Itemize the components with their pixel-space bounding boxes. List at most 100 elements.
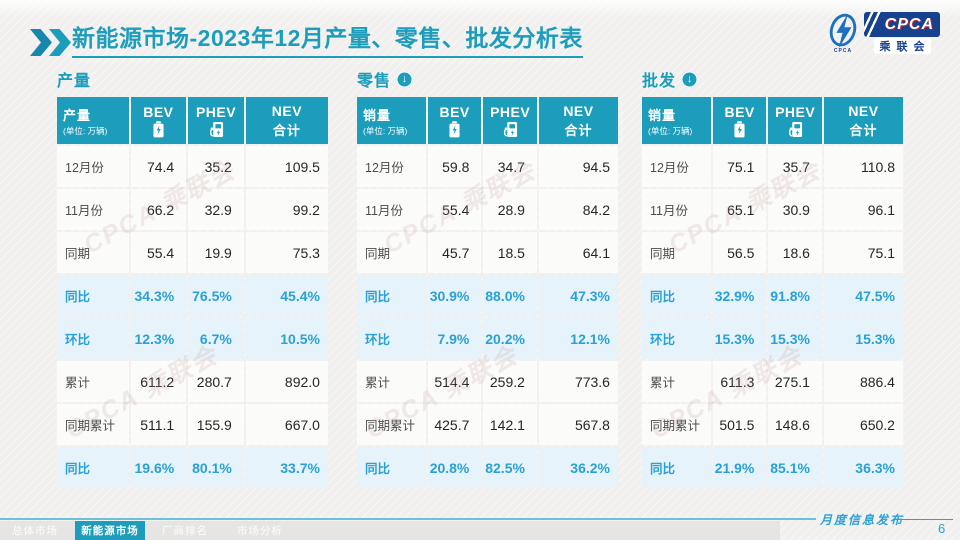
tables-area: 产量 产量 (单位: 万辆) BEV PHEV NEV 合计 12月份 74.4 35.2 109.…: [57, 68, 903, 488]
column-label: NEV: [848, 102, 879, 119]
cell-value: 259.2: [483, 361, 537, 402]
column-label: NEV: [271, 102, 303, 119]
cell-value: 667.0: [245, 404, 328, 445]
down-arrow-circle-icon: ↓: [396, 70, 414, 88]
cell-value: 18.6: [768, 232, 822, 273]
row-label: 同比: [357, 275, 426, 316]
cell-value: 35.7: [768, 146, 822, 187]
cell-value: 75.1: [712, 146, 767, 187]
row-label: 同比: [57, 447, 129, 488]
cell-value: 96.1: [823, 189, 903, 230]
column-label: BEV: [439, 103, 470, 120]
data-table: 销量 (单位: 万辆) BEV PHEV NEV 合计 12月份 75.1 35.7 110.8 1…: [642, 97, 903, 488]
logo-name: CPCA: [884, 15, 934, 33]
cell-value: 6.7%: [188, 318, 244, 359]
page-title: 新能源市场-2023年12月产量、零售、批发分析表: [72, 22, 583, 58]
cell-value: 15.3%: [712, 318, 767, 359]
cell-value: 501.5: [712, 404, 767, 445]
row-label: 累计: [642, 361, 711, 402]
cell-value: 59.8: [427, 146, 482, 187]
table-section-retail: 零售 ↓ 销量 (单位: 万辆) BEV PHEV NEV 合计 12月份 59.8 34.7 94.…: [357, 68, 618, 488]
row-label: 同期: [57, 232, 129, 273]
cell-value: 76.5%: [188, 275, 244, 316]
cell-value: 91.8%: [768, 275, 822, 316]
table-header-label: 产量 (单位: 万辆): [57, 97, 129, 144]
cell-value: 110.8: [823, 146, 903, 187]
row-label: 环比: [642, 318, 711, 359]
cell-value: 30.9: [768, 189, 822, 230]
data-table: 销量 (单位: 万辆) BEV PHEV NEV 合计 12月份 59.8 34.7 94.5 11…: [357, 97, 618, 488]
tab-market-analysis[interactable]: 市场分析: [237, 525, 283, 537]
cell-value: 109.5: [245, 146, 328, 187]
charger-icon: [503, 121, 518, 138]
cell-value: 45.4%: [245, 275, 328, 316]
footer-rule-right: [893, 519, 953, 520]
row-label: 同期累计: [357, 404, 426, 445]
cell-value: 155.9: [188, 404, 244, 445]
section-title: 批发: [642, 73, 677, 90]
table-header-unit: (单位: 万辆): [363, 125, 408, 136]
table-header-title: 销量: [363, 107, 392, 123]
tab-oem-ranking[interactable]: 厂商排名: [162, 525, 208, 537]
cell-value: 88.0%: [483, 275, 537, 316]
table-header-label: 销量 (单位: 万辆): [357, 97, 426, 144]
row-label: 同期: [642, 232, 711, 273]
cell-value: 886.4: [823, 361, 903, 402]
column-header-nev: NEV 合计: [245, 97, 328, 144]
chevron-icon: [30, 29, 52, 56]
column-label: NEV: [563, 102, 594, 119]
cell-value: 32.9: [188, 189, 244, 230]
cpca-emblem-icon: CPCA: [825, 12, 861, 54]
footer-tab-strip: 总体市场 新能源市场 厂商排名 市场分析: [0, 521, 780, 540]
row-label: 累计: [57, 361, 129, 402]
row-label: 同期累计: [642, 404, 711, 445]
cell-value: 36.3%: [823, 447, 903, 488]
row-label: 11月份: [642, 189, 711, 230]
cell-value: 148.6: [768, 404, 822, 445]
column-header-bev: BEV: [712, 97, 767, 144]
page-number: 6: [938, 521, 946, 536]
column-label: PHEV: [775, 103, 816, 120]
cell-value: 514.4: [427, 361, 482, 402]
cell-value: 611.3: [712, 361, 767, 402]
column-header-nev: NEV 合计: [823, 97, 903, 144]
cell-value: 892.0: [245, 361, 328, 402]
logo-wordmark: CPCA 乘联会: [864, 12, 940, 54]
charger-icon: [209, 121, 224, 138]
cell-value: 75.3: [245, 232, 328, 273]
tab-nev-market[interactable]: 新能源市场: [75, 521, 145, 540]
cell-value: 15.3%: [823, 318, 903, 359]
cell-value: 773.6: [538, 361, 618, 402]
table-header-unit: (单位: 万辆): [648, 125, 693, 136]
cell-value: 32.9%: [712, 275, 767, 316]
cell-value: 611.2: [130, 361, 187, 402]
column-header-nev: NEV 合计: [538, 97, 618, 144]
cell-value: 425.7: [427, 404, 482, 445]
cell-value: 82.5%: [483, 447, 537, 488]
cell-value: 74.4: [130, 146, 187, 187]
column-header-bev: BEV: [427, 97, 482, 144]
cell-value: 47.3%: [538, 275, 618, 316]
row-label: 11月份: [357, 189, 426, 230]
column-label: PHEV: [490, 103, 531, 120]
cell-value: 94.5: [538, 146, 618, 187]
cell-value: 34.3%: [130, 275, 187, 316]
cell-value: 21.9%: [712, 447, 767, 488]
battery-icon: [734, 120, 745, 138]
section-head: 产量: [57, 68, 322, 90]
cell-value: 18.5: [483, 232, 537, 273]
cell-value: 12.3%: [130, 318, 187, 359]
column-label: BEV: [143, 103, 174, 120]
cell-value: 35.2: [188, 146, 244, 187]
cell-value: 30.9%: [427, 275, 482, 316]
footer-caption: 月度信息发布: [820, 513, 905, 527]
column-label: BEV: [724, 103, 755, 120]
tab-overall-market[interactable]: 总体市场: [12, 525, 58, 537]
table-section-wholesale: 批发 ↓ 销量 (单位: 万辆) BEV PHEV NEV 合计 12月份 75.1 35.7 110…: [642, 68, 903, 488]
cell-value: 567.8: [538, 404, 618, 445]
logo-flag: CPCA: [864, 12, 940, 37]
cell-value: 28.9: [483, 189, 537, 230]
cell-value: 650.2: [823, 404, 903, 445]
cell-value: 65.1: [712, 189, 767, 230]
cell-value: 12.1%: [538, 318, 618, 359]
